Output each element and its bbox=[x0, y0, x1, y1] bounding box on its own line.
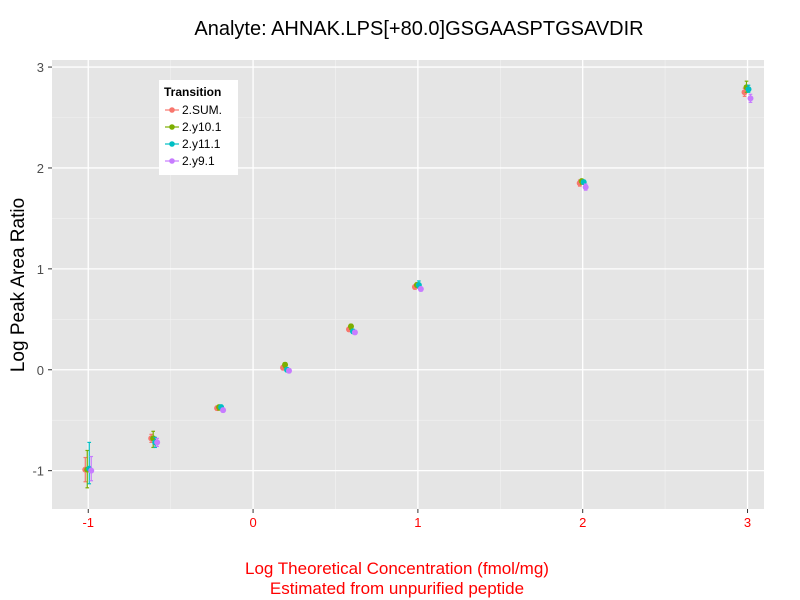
x-tick-label: 3 bbox=[744, 515, 751, 530]
y-tick-label: 2 bbox=[37, 161, 44, 176]
data-point bbox=[220, 407, 227, 414]
data-point bbox=[351, 329, 358, 336]
y-tick-label: -1 bbox=[32, 464, 44, 479]
x-axis-title-line2: Estimated from unpurified peptide bbox=[270, 579, 524, 598]
x-tick-label: 0 bbox=[249, 515, 256, 530]
y-tick-label: 1 bbox=[37, 262, 44, 277]
y-tick-label: 3 bbox=[37, 60, 44, 75]
data-point bbox=[417, 286, 424, 293]
data-point bbox=[747, 95, 754, 102]
legend-key-point bbox=[169, 107, 175, 113]
data-point bbox=[745, 86, 752, 93]
legend: Transition 2.SUM. 2.y10.1 2.y11.1 2.y9.1 bbox=[159, 80, 238, 175]
x-tick-label: 1 bbox=[414, 515, 421, 530]
legend-label: 2.SUM. bbox=[182, 103, 222, 117]
data-point bbox=[282, 361, 289, 368]
legend-key-point bbox=[169, 141, 175, 147]
y-tick-label: 0 bbox=[37, 363, 44, 378]
x-tick-labels: -1 0 1 2 3 bbox=[82, 515, 751, 530]
x-axis-title-line1: Log Theoretical Concentration (fmol/mg) bbox=[245, 559, 549, 578]
series-2.y9.1 bbox=[88, 93, 754, 482]
y-tick-labels: -1 0 1 2 3 bbox=[32, 60, 44, 479]
x-tick-label: 2 bbox=[579, 515, 586, 530]
legend-title: Transition bbox=[164, 85, 221, 99]
data-point bbox=[88, 467, 95, 474]
legend-label: 2.y11.1 bbox=[182, 137, 221, 151]
data-point bbox=[347, 323, 354, 330]
legend-key-point bbox=[169, 158, 175, 164]
y-axis-title: Log Peak Area Ratio bbox=[8, 198, 29, 372]
legend-items: 2.SUM. 2.y10.1 2.y11.1 2.y9.1 bbox=[165, 103, 222, 168]
data-marks bbox=[82, 80, 754, 489]
chart-title: Analyte: AHNAK.LPS[+80.0]GSGAASPTGSAVDIR bbox=[194, 18, 643, 40]
data-point bbox=[286, 367, 293, 374]
data-point bbox=[582, 184, 589, 191]
axis-ticks bbox=[48, 66, 749, 513]
legend-key-point bbox=[169, 124, 175, 130]
legend-label: 2.y10.1 bbox=[182, 120, 222, 134]
x-tick-label: -1 bbox=[82, 515, 94, 530]
data-point bbox=[154, 439, 161, 446]
legend-label: 2.y9.1 bbox=[182, 154, 215, 168]
